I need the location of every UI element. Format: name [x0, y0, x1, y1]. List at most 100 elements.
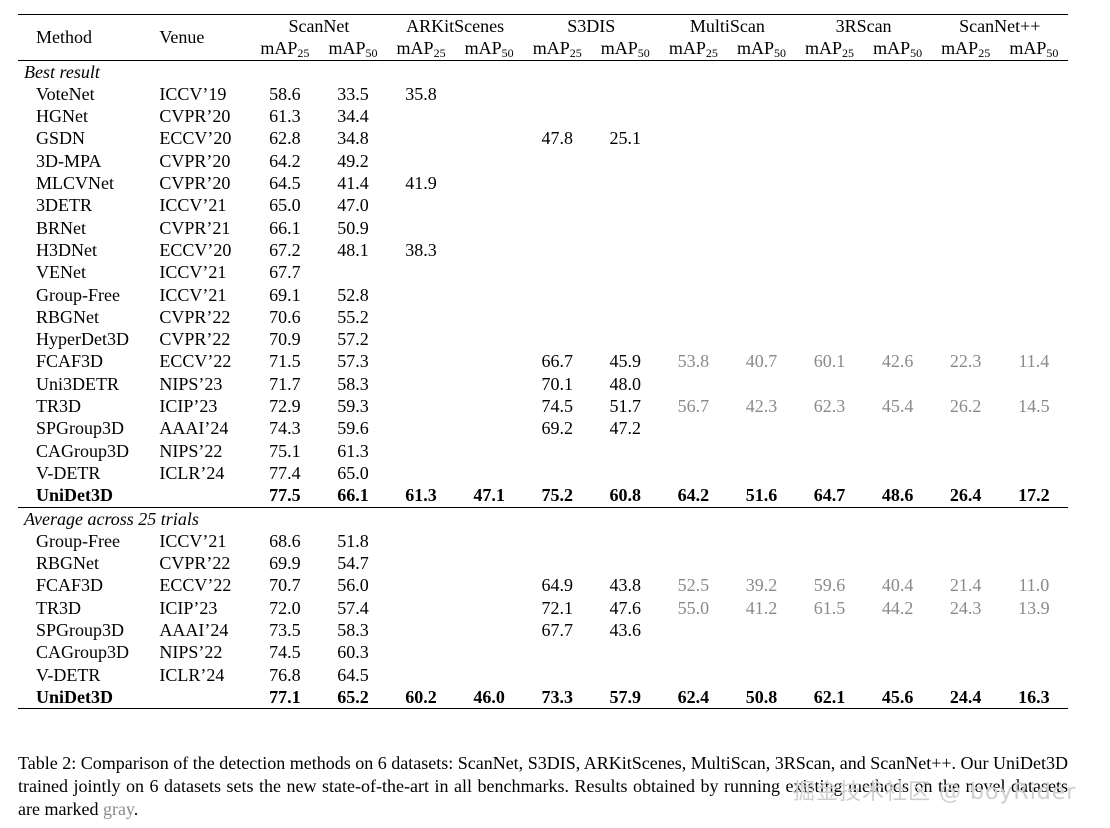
cell-method: VoteNet [36, 83, 95, 104]
cell-value: 60.8 [609, 485, 642, 506]
header-metric: mAP50 [1000, 37, 1068, 60]
cell-value [795, 664, 863, 686]
cell-method: FCAF3D [36, 575, 104, 596]
cell-value [864, 127, 932, 149]
cell-value: 54.7 [337, 553, 369, 574]
cell-value: 57.9 [609, 686, 642, 707]
cell-value [523, 172, 591, 194]
cell-value [1000, 306, 1068, 328]
table-row: VoteNet ICCV’19 58.6 33.5 35.8 [18, 83, 1068, 105]
cell-venue: CVPR’20 [159, 173, 231, 194]
caption-text: Table 2: Comparison of the detection met… [18, 753, 1068, 819]
cell-value [659, 641, 727, 663]
cell-value [727, 417, 795, 439]
cell-value: 21.4 [949, 575, 982, 596]
cell-value [319, 261, 387, 283]
header-metric: mAP25 [932, 37, 1000, 60]
cell-value: 69.2 [541, 418, 573, 439]
cell-value: 67.7 [541, 620, 573, 641]
cell-value: 68.6 [269, 530, 301, 551]
table-row: TR3D ICIP’23 72.9 59.3 74.5 51.7 56.7 42.3 62.3 4… [18, 395, 1068, 417]
cell-venue: ECCV’20 [159, 239, 232, 260]
table-row: 3D-MPA CVPR’20 64.2 49.2 [18, 150, 1068, 172]
cell-method: FCAF3D [36, 351, 104, 372]
cell-value: 55.0 [677, 597, 710, 618]
cell-value: 50.9 [337, 217, 369, 238]
cell-value [455, 83, 523, 105]
cell-value [727, 619, 795, 641]
cell-value: 58.3 [337, 620, 369, 641]
cell-value: 62.1 [813, 686, 846, 707]
caption-gray-word: gray [102, 799, 134, 819]
cell-value [387, 350, 455, 372]
cell-method: UniDet3D [36, 485, 113, 506]
cell-value: 47.0 [337, 195, 369, 216]
cell-value: 55.2 [337, 306, 369, 327]
cell-value [659, 105, 727, 127]
cell-value [455, 284, 523, 306]
cell-value [795, 217, 863, 239]
section-title: Best result [24, 61, 100, 82]
cell-value: 53.8 [677, 351, 710, 372]
metric-base: mAP [941, 38, 979, 59]
table-row: Group-Free ICCV’21 68.6 51.8 [18, 530, 1068, 552]
table-body: Best result VoteNet ICCV’19 58.6 33.5 35.8 HGN… [18, 60, 1068, 709]
cell-venue: ICCV’19 [159, 83, 227, 104]
cell-value [932, 530, 1000, 552]
metric-base: mAP [668, 38, 706, 59]
cell-value: 35.8 [405, 83, 437, 104]
cell-value [455, 217, 523, 239]
cell-method: HyperDet3D [36, 329, 129, 350]
cell-value [727, 306, 795, 328]
cell-value: 41.2 [745, 597, 778, 618]
cell-value [523, 150, 591, 172]
cell-value [659, 440, 727, 462]
cell-venue: ECCV’22 [159, 351, 232, 372]
cell-value: 66.1 [337, 485, 369, 506]
cell-value: 26.2 [949, 396, 982, 417]
table-row: CAGroup3D NIPS’22 75.1 61.3 [18, 440, 1068, 462]
cell-value [1000, 619, 1068, 641]
cell-value [659, 328, 727, 350]
cell-venue: AAAI’24 [159, 418, 229, 439]
cell-value [387, 217, 455, 239]
header-metric: mAP50 [591, 37, 659, 60]
cell-value: 43.8 [609, 575, 642, 596]
cell-value: 77.4 [269, 462, 301, 483]
cell-value: 38.3 [405, 239, 437, 260]
cell-value [523, 440, 591, 462]
cell-value [932, 552, 1000, 574]
section-title: Average across 25 trials [24, 508, 199, 529]
cell-value [387, 440, 455, 462]
cell-venue: ICLR’24 [159, 664, 225, 685]
cell-value: 75.2 [541, 485, 573, 506]
cell-value: 71.7 [269, 373, 301, 394]
cell-value [659, 619, 727, 641]
cell-value [591, 217, 659, 239]
cell-value [795, 619, 863, 641]
cell-value [659, 530, 727, 552]
cell-value [591, 105, 659, 127]
cell-value [591, 641, 659, 663]
cell-value [591, 440, 659, 462]
cell-venue: CVPR’20 [159, 106, 231, 127]
cell-value: 11.0 [1018, 575, 1050, 596]
cell-value [727, 641, 795, 663]
cell-value [387, 417, 455, 439]
cell-value: 72.1 [541, 597, 573, 618]
cell-value: 61.3 [337, 440, 369, 461]
cell-value [455, 105, 523, 127]
header-metric: mAP25 [795, 37, 863, 60]
cell-value [727, 150, 795, 172]
cell-value [659, 417, 727, 439]
header-metric: mAP25 [251, 37, 319, 60]
cell-value [387, 574, 455, 596]
cell-value [1000, 328, 1068, 350]
cell-value [523, 217, 591, 239]
cell-value [659, 373, 727, 395]
header-dataset: S3DIS [567, 16, 616, 36]
cell-value: 65.0 [269, 195, 301, 216]
cell-method: HGNet [36, 106, 88, 127]
header-row-metrics: mAP25 mAP50 mAP25 mAP50 mAP25 mAP50 mAP25 mAP50… [18, 37, 1068, 61]
cell-method: Uni3DETR [36, 373, 119, 394]
